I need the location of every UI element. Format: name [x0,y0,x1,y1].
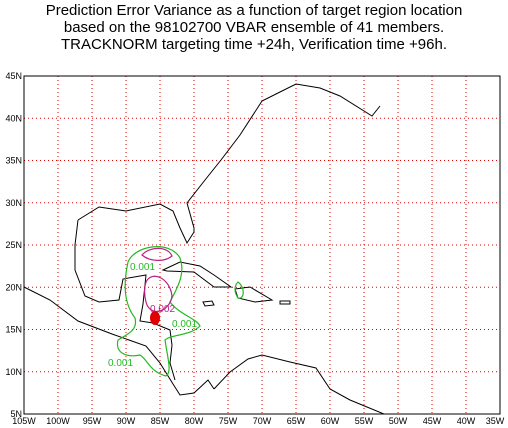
lon-tick-label: 90W [117,416,136,426]
lon-tick-label: 55W [355,416,374,426]
lat-tick-label: 45N [5,71,22,81]
lon-tick-label: 85W [151,416,170,426]
lon-tick-label: 70W [253,416,272,426]
lat-tick-label: 10N [5,367,22,377]
lon-tick-label: 35W [486,416,505,426]
hispaniola [234,286,274,303]
contour-line [141,247,173,312]
title-line: based on the 98102700 VBAR ensemble of 4… [64,19,444,36]
lon-tick-label: 105W [12,416,36,426]
lon-tick-label: 45W [423,416,442,426]
coastlines [23,83,385,415]
lat-tick-label: 25N [5,240,22,250]
title-line: TRACKNORM targeting time +24h, Verificat… [61,36,447,53]
coastline [77,83,381,245]
puerto-rico [279,300,291,305]
contour-line [234,281,244,299]
contour-line [116,246,201,377]
axis-labels: 105W 100W 95W 90W 85W 80W 75W 70W 65W 60W 55W 50W 45… [5,71,504,426]
coastline [23,286,215,396]
lon-tick-label: 75W [219,416,238,426]
lat-tick-label: 5N [10,409,22,419]
lon-tick-label: 50W [389,416,408,426]
lon-tick-label: 100W [46,416,70,426]
lon-tick-label: 65W [287,416,306,426]
lon-tick-label: 60W [321,416,340,426]
lat-tick-label: 20N [5,282,22,292]
lat-tick-label: 30N [5,198,22,208]
contour-label: 0.001 [172,319,197,330]
contour-label: 0.001 [130,262,155,273]
contour-labels: 0.001 0.002 0.001 0.001 [108,262,197,369]
lat-tick-label: 35N [5,156,22,166]
contour-label: 0.001 [108,358,133,369]
lat-tick-label: 40N [5,113,22,123]
coastline [74,219,176,381]
lon-tick-label: 95W [83,416,102,426]
grid [24,76,500,414]
contour-peak [150,311,160,325]
jamaica [202,300,215,307]
lon-tick-label: 40W [457,416,476,426]
title-block: Prediction Error Variance as a function … [46,2,463,53]
cuba [161,261,233,288]
contour-label: 0.002 [150,304,175,315]
map-frame [23,75,501,415]
contours [116,246,244,377]
lat-tick-label: 15N [5,325,22,335]
coastline [213,354,385,415]
title-line: Prediction Error Variance as a function … [46,2,463,19]
lon-tick-label: 80W [185,416,204,426]
